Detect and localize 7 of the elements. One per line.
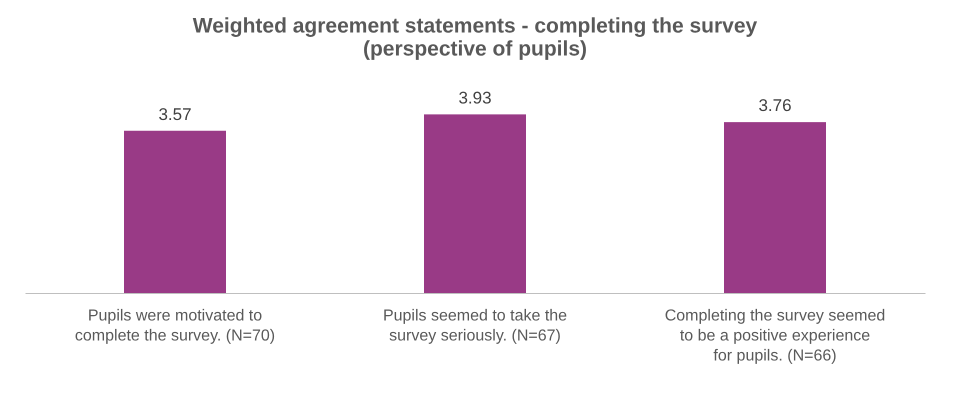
data-label: 3.93: [458, 88, 492, 108]
data-label: 3.76: [758, 96, 792, 116]
x-tick-label: Pupils seemed to take the survey seriously. (N=67): [382, 308, 568, 344]
data-label: 3.57: [158, 104, 192, 124]
chart-title: Weighted agreement statements - completing the survey (perspective of pupils): [192, 14, 758, 60]
x-tick-label: Completing the survey seemed to be a positive experience for pupils. (N=66): [664, 308, 886, 364]
x-tick-label: Pupils were motivated to complete the survey. (N=70): [74, 308, 276, 344]
